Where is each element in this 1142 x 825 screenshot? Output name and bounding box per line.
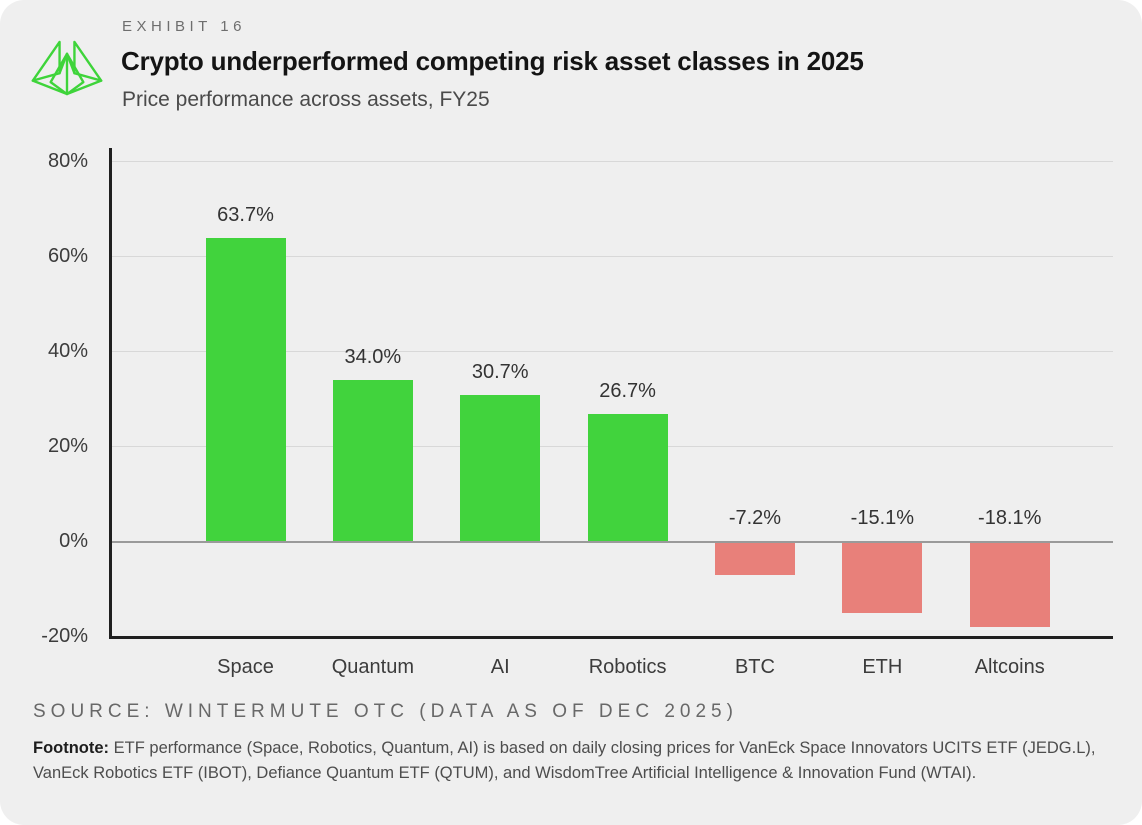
bar-value-label-quantum: 34.0% [344,345,402,368]
x-tick-label-robotics: Robotics [588,656,667,678]
x-tick-label-ai: AI [490,656,510,678]
x-tick-label-quantum: Quantum [331,656,414,678]
bar-ai [460,395,541,541]
bar-space [205,238,286,541]
source-line: SOURCE: WINTERMUTE OTC (DATA AS OF DEC 2… [33,701,738,722]
chart-subtitle: Price performance across assets, FY25 [122,88,490,111]
bar-value-label-space: 63.7% [217,204,274,227]
chart-title: Crypto underperformed competing risk ass… [121,46,864,76]
bar-btc [714,541,795,576]
bar-quantum [332,379,413,541]
bar-altcoins [969,541,1050,627]
footnote-label: Footnote: [33,739,110,757]
exhibit-label: EXHIBIT 16 [122,18,246,35]
gridline-60 [112,256,1113,257]
y-tick-label: 40% [47,340,88,362]
bar-value-label-eth: -15.1% [850,507,915,529]
footnote: Footnote: ETF performance (Space, Roboti… [33,736,1119,786]
bar-value-label-robotics: 26.7% [599,380,656,403]
x-tick-label-eth: ETH [862,656,903,678]
gridline-40 [112,351,1113,352]
bar-eth [842,541,923,613]
x-tick-label-altcoins: Altcoins [974,656,1045,678]
y-tick-label: 20% [47,435,88,457]
bar-value-label-ai: 30.7% [471,361,529,384]
footnote-text: ETF performance (Space, Robotics, Quantu… [33,739,1096,782]
zero-line [112,541,1113,543]
bar-value-label-btc: -7.2% [728,507,782,529]
bar-robotics [587,414,668,541]
gridline-80 [112,161,1113,162]
y-tick-label: 0% [59,530,88,552]
bar-value-label-altcoins: -18.1% [978,507,1042,529]
y-tick-label: -20% [41,625,88,647]
y-tick-label: 80% [47,150,88,172]
y-tick-label: 60% [47,245,88,267]
x-tick-label-space: Space [217,656,274,678]
plot-area: 63.7% Space 34.0% Quantum 30.7% AI 26.7% Roboti… [109,148,1113,678]
x-tick-label-btc: BTC [734,656,775,678]
wintermute-logo-icon [31,40,103,96]
